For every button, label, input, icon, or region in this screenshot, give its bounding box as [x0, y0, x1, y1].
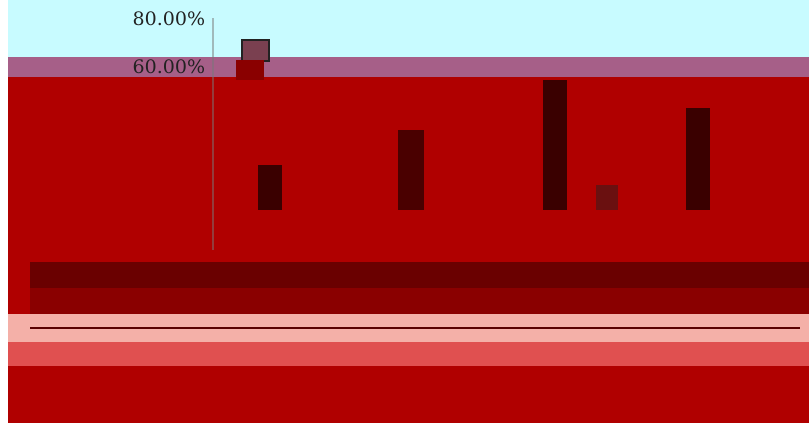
axis-label: 80.00%	[133, 8, 205, 30]
purple-band	[8, 57, 809, 77]
dark-block	[686, 108, 710, 210]
dark-block	[398, 130, 424, 210]
table-row	[8, 342, 809, 366]
legend-box	[241, 39, 270, 62]
dark-block	[596, 185, 618, 210]
top-band	[8, 0, 809, 57]
dark-block	[258, 165, 282, 210]
block	[236, 60, 264, 80]
table-row	[30, 262, 809, 288]
table-row	[30, 288, 809, 314]
dark-block	[543, 80, 567, 210]
axis-label: 60.00%	[133, 56, 205, 78]
